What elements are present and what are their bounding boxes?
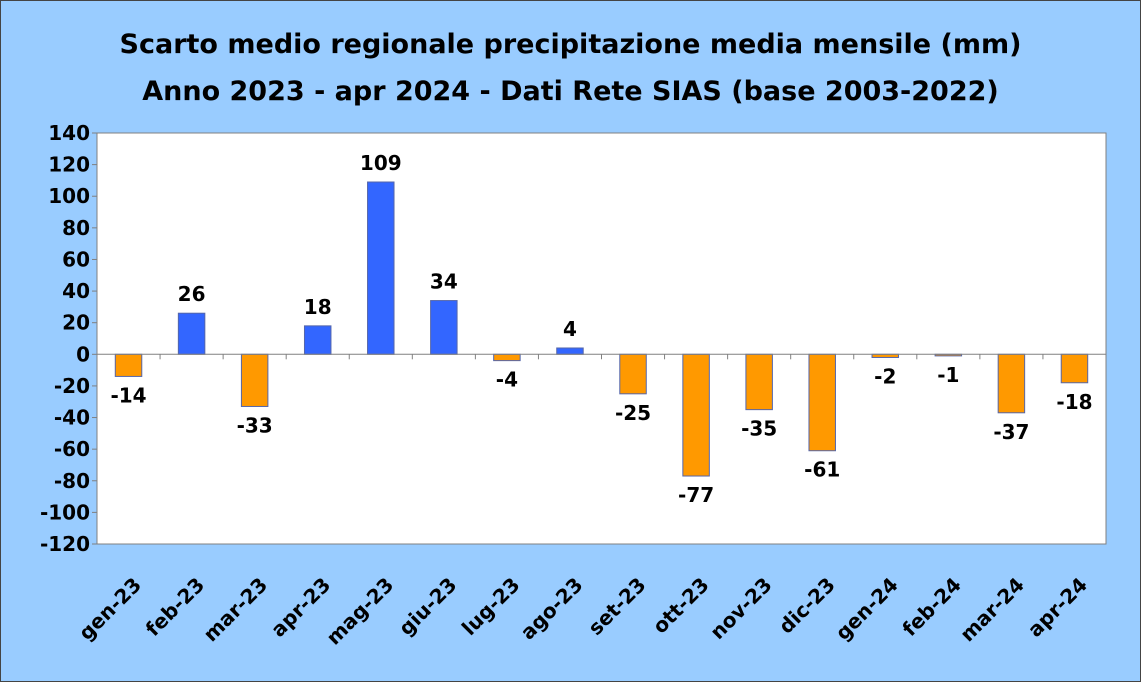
chart-title: Scarto medio regionale precipitazione me… — [119, 29, 1022, 60]
data-label-mar-24: -37 — [993, 420, 1029, 444]
bar-gen-23 — [114, 353, 143, 377]
y-tick-label: -80 — [54, 469, 90, 493]
category-label-mag-23: mag-23 — [321, 573, 398, 650]
y-tick-label: 20 — [62, 311, 90, 335]
bar-nov-23 — [745, 353, 773, 411]
data-label-set-23: -25 — [615, 401, 651, 425]
category-label-gen-23: gen-23 — [74, 573, 146, 645]
y-tick-label: 140 — [48, 121, 90, 145]
data-label-giu-23: 34 — [430, 270, 458, 294]
y-tick-label: 80 — [62, 216, 90, 240]
category-label-lug-23: lug-23 — [457, 573, 525, 641]
category-label-mar-23: mar-23 — [198, 573, 272, 647]
y-tick-label: 120 — [48, 153, 90, 177]
bar-mag-23 — [367, 181, 395, 355]
category-label-ago-23: ago-23 — [516, 573, 588, 645]
category-label-apr-24: apr-24 — [1023, 573, 1092, 642]
bar-dic-23 — [808, 353, 836, 452]
data-label-mag-23: 109 — [360, 151, 402, 175]
bar-giu-23 — [430, 300, 458, 355]
data-label-mar-23: -33 — [237, 413, 273, 437]
y-tick-label: 100 — [48, 184, 90, 208]
y-tick-label: 0 — [76, 342, 90, 366]
data-label-ott-23: -77 — [678, 483, 714, 507]
data-label-feb-23: 26 — [178, 282, 206, 306]
y-tick-label: -20 — [54, 374, 90, 398]
data-label-ago-23: 4 — [563, 317, 577, 341]
chart-subtitle: Anno 2023 - apr 2024 - Dati Rete SIAS (b… — [142, 76, 999, 107]
data-label-gen-24: -2 — [874, 364, 896, 388]
y-tick-label: 60 — [62, 247, 90, 271]
category-label-gen-24: gen-24 — [831, 573, 903, 645]
bar-lug-23 — [493, 353, 521, 362]
bar-ago-23 — [556, 347, 584, 355]
bar-ott-23 — [682, 353, 710, 477]
bar-mar-24 — [997, 353, 1026, 414]
y-tick-label: -40 — [54, 406, 90, 430]
bar-apr-24 — [1060, 353, 1089, 384]
y-tick-label: -60 — [54, 437, 90, 461]
data-label-apr-24: -18 — [1056, 390, 1092, 414]
data-label-dic-23: -61 — [804, 458, 840, 482]
data-label-gen-23: -14 — [110, 383, 146, 407]
bar-feb-23 — [177, 312, 206, 355]
bar-apr-23 — [303, 325, 332, 355]
y-tick-label: -100 — [40, 500, 90, 524]
bar-set-23 — [619, 353, 647, 395]
bar-mar-23 — [240, 353, 269, 407]
data-label-nov-23: -35 — [741, 417, 777, 441]
category-label-set-23: set-23 — [583, 573, 650, 640]
data-label-feb-24: -1 — [937, 363, 959, 387]
plot-area — [96, 132, 1107, 545]
data-label-apr-23: 18 — [304, 295, 332, 319]
category-label-ott-23: ott-23 — [648, 573, 714, 639]
data-label-lug-23: -4 — [496, 368, 518, 392]
category-label-mar-24: mar-24 — [955, 573, 1029, 647]
category-label-giu-23: giu-23 — [394, 573, 462, 641]
y-tick-label: -120 — [40, 532, 90, 556]
category-label-nov-23: nov-23 — [705, 573, 777, 645]
y-tick-label: 40 — [62, 279, 90, 303]
